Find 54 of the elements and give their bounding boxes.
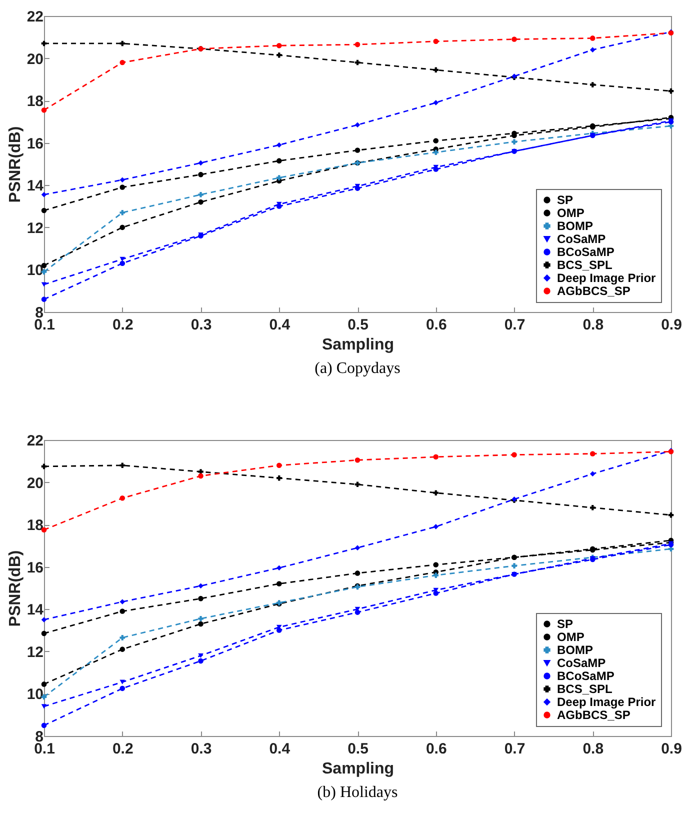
legend-label: BCoSaMP [557,245,614,259]
legend-label: SP [557,617,574,631]
y-tick-label: 16 [26,559,44,576]
legend-label: CoSaMP [557,656,606,670]
x-axis-title: Sampling [322,760,394,778]
x-tick-label: 0.1 [34,740,55,758]
x-tick-label: 0.4 [269,316,291,334]
y-tick-label: 22 [26,8,44,26]
x-tick-label: 0.7 [504,740,526,758]
legend-label: BCoSaMP [557,669,614,683]
legend-label: Deep Image Prior [557,695,656,709]
legend-label: BCS_SPL [557,258,612,272]
legend-label: CoSaMP [557,232,606,246]
y-tick-label: 12 [26,220,44,237]
y-tick-label: 10 [26,686,44,704]
y-tick-label: 20 [26,474,44,492]
x-axis-title: Sampling [322,336,394,354]
x-tick-label: 0.1 [34,316,55,334]
x-tick-label: 0.6 [426,740,447,758]
x-tick-label: 0.5 [348,316,368,334]
legend-label: BCS_SPL [557,682,612,696]
text: (b) Holidays [317,784,398,801]
legend-label: OMP [557,630,584,644]
legend-label: OMP [557,206,584,220]
y-axis-title: PSNR(dB) [6,126,24,203]
y-tick-label: 10 [26,262,44,280]
x-tick-label: 0.3 [190,316,212,334]
x-tick-label: 0.7 [504,316,526,334]
legend-label: BOMP [557,643,593,657]
legend-label: SP [557,193,574,207]
x-tick-label: 0.8 [582,316,604,334]
y-tick-label: 18 [26,517,44,534]
x-tick-label: 0.2 [112,316,134,334]
x-tick-label: 0.4 [269,740,291,758]
y-tick-label: 16 [26,135,44,152]
x-tick-label: 0.8 [582,740,604,758]
legend-label: AGbBCS_SP [557,708,630,722]
y-tick-label: 14 [26,178,44,195]
y-axis-title: PSNR(dB) [6,550,24,627]
text: (a) Copydays [314,360,400,377]
legend-label: AGbBCS_SP [557,284,630,298]
x-tick-label: 0.6 [426,316,447,334]
y-tick-label: 18 [26,93,44,110]
x-tick-label: 0.5 [348,740,368,758]
legend-label: Deep Image Prior [557,271,656,285]
x-tick-label: 0.9 [661,316,682,334]
y-tick-label: 22 [26,432,44,450]
y-tick-label: 14 [26,602,44,619]
x-tick-label: 0.9 [661,740,682,758]
y-tick-label: 20 [26,50,44,68]
x-tick-label: 0.2 [112,740,134,758]
y-tick-label: 12 [26,644,44,661]
x-tick-label: 0.3 [190,740,212,758]
legend-label: BOMP [557,219,593,233]
